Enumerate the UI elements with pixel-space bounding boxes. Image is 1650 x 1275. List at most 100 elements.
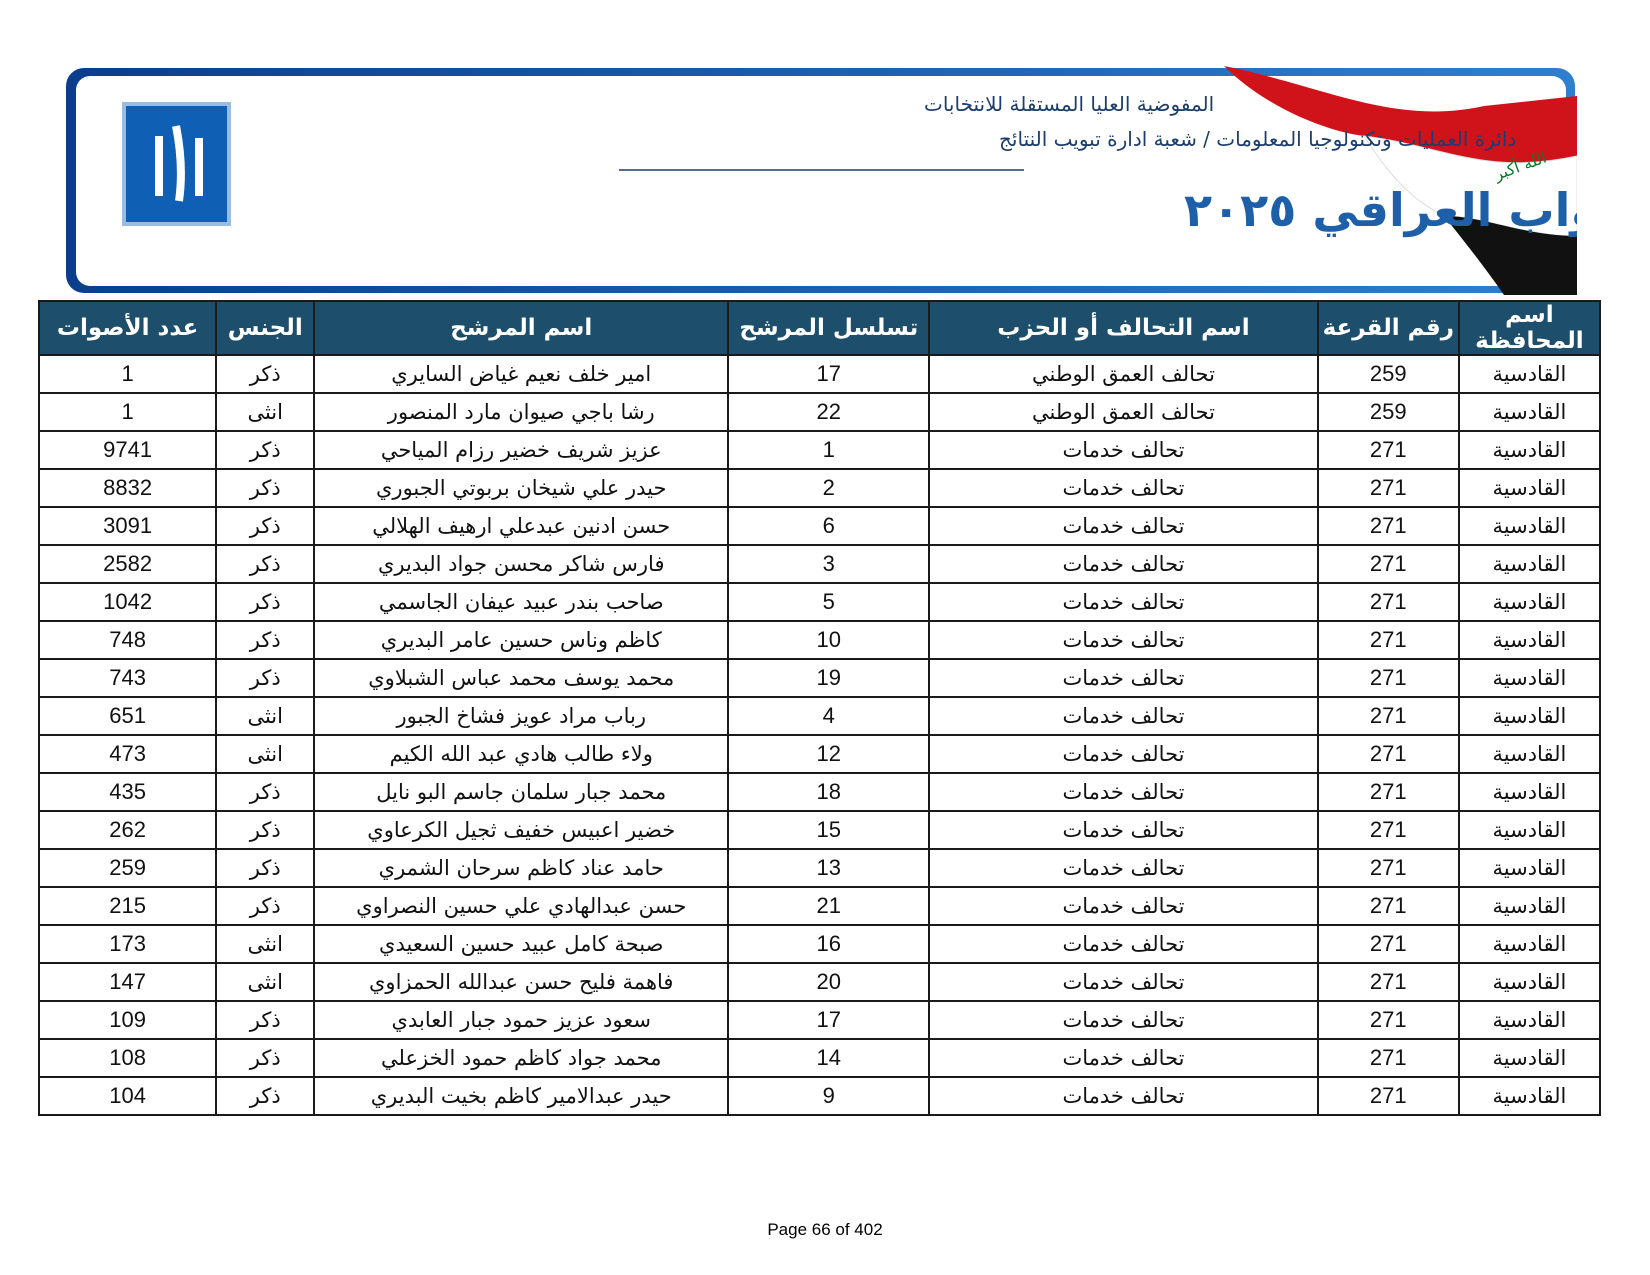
table-cell: صاحب بندر عبيد عيفان الجاسمي	[313, 582, 730, 622]
table-cell: محمد جبار سلمان جاسم البو نايل	[313, 772, 730, 812]
table-cell: 15	[727, 810, 931, 850]
table-cell: 271	[1316, 772, 1460, 812]
table-cell: 173	[37, 924, 218, 964]
table-row: القادسية 259 تحالف العمق الوطني 17 امير خلف …	[37, 354, 1602, 394]
table-cell: حيدر علي شيخان بربوتي الجبوري	[313, 468, 730, 508]
table-cell: تحالف العمق الوطني	[928, 392, 1319, 432]
table-cell: ذكر	[215, 886, 316, 926]
table-cell: 8832	[37, 468, 218, 508]
banner-inner	[76, 76, 1566, 286]
table-cell: القادسية	[1457, 430, 1602, 470]
table-cell: القادسية	[1457, 1038, 1602, 1078]
table-cell: ولاء طالب هادي عبد الله الكيم	[313, 734, 730, 774]
table-cell: تحالف خدمات	[928, 430, 1319, 470]
table-cell: تحالف خدمات	[928, 1076, 1319, 1116]
table-cell: 109	[37, 1000, 218, 1040]
table-cell: 12	[727, 734, 931, 774]
table-cell: 259	[37, 848, 218, 888]
table-cell: القادسية	[1457, 658, 1602, 698]
table-cell: القادسية	[1457, 582, 1602, 622]
banner-title: النتائج الاولية لانتخاب مجلس النواب العر…	[1184, 183, 1577, 237]
column-header: اسم المرشح	[313, 300, 730, 356]
table-cell: 259	[1316, 354, 1460, 394]
table-cell: تحالف خدمات	[928, 1038, 1319, 1078]
table-row: القادسية 271 تحالف خدمات 14 محمد جواد كاظم ح…	[37, 1038, 1602, 1078]
table-row: القادسية 271 تحالف خدمات 17 سعود عزيز حمود ج…	[37, 1000, 1602, 1040]
table-cell: ذكر	[215, 772, 316, 812]
table-cell: 271	[1316, 1076, 1460, 1116]
table-cell: ذكر	[215, 1076, 316, 1116]
table-cell: 16	[727, 924, 931, 964]
table-cell: القادسية	[1457, 544, 1602, 584]
table-cell: تحالف خدمات	[928, 1000, 1319, 1040]
table-cell: ذكر	[215, 582, 316, 622]
column-header: تسلسل المرشح	[727, 300, 931, 356]
table-cell: 271	[1316, 430, 1460, 470]
table-cell: 271	[1316, 886, 1460, 926]
table-cell: تحالف خدمات	[928, 658, 1319, 698]
table-cell: 9741	[37, 430, 218, 470]
table-cell: ذكر	[215, 506, 316, 546]
table-cell: القادسية	[1457, 924, 1602, 964]
table-cell: حيدر عبدالامير كاظم بخيت البديري	[313, 1076, 730, 1116]
table-cell: 473	[37, 734, 218, 774]
table-cell: تحالف خدمات	[928, 544, 1319, 584]
table-cell: حسن ادنين عبدعلي ارهيف الهلالي	[313, 506, 730, 546]
table-cell: 215	[37, 886, 218, 926]
table-cell: فاهمة فليح حسن عبدالله الحمزاوي	[313, 962, 730, 1002]
table-cell: تحالف خدمات	[928, 810, 1319, 850]
table-cell: 271	[1316, 658, 1460, 698]
table-cell: حسن عبدالهادي علي حسين النصراوي	[313, 886, 730, 926]
table-cell: 17	[727, 1000, 931, 1040]
table-cell: تحالف خدمات	[928, 886, 1319, 926]
table-cell: تحالف العمق الوطني	[928, 354, 1319, 394]
table-cell: انثى	[215, 734, 316, 774]
table-cell: 271	[1316, 468, 1460, 508]
table-cell: فارس شاكر محسن جواد البديري	[313, 544, 730, 584]
table-cell: 435	[37, 772, 218, 812]
table-cell: 259	[1316, 392, 1460, 432]
page-number: Page 66 of 402	[767, 1220, 883, 1239]
table-row: القادسية 271 تحالف خدمات 5 صاحب بندر عبيد عي…	[37, 582, 1602, 622]
table-cell: 271	[1316, 962, 1460, 1002]
table-cell: 17	[727, 354, 931, 394]
logo-mark	[155, 125, 203, 202]
table-row: القادسية 271 تحالف خدمات 9 حيدر عبدالامير كا…	[37, 1076, 1602, 1116]
table-cell: انثى	[215, 696, 316, 736]
table-cell: انثى	[215, 924, 316, 964]
table-row: القادسية 271 تحالف خدمات 19 محمد يوسف محمد ع…	[37, 658, 1602, 698]
table-cell: ذكر	[215, 848, 316, 888]
table-row: القادسية 271 تحالف خدمات 18 محمد جبار سلمان …	[37, 772, 1602, 812]
table-cell: القادسية	[1457, 848, 1602, 888]
table-cell: القادسية	[1457, 354, 1602, 394]
banner: الله أكبر المفوضية العليا المستقلة للانت…	[66, 66, 1577, 295]
table-cell: 743	[37, 658, 218, 698]
table-cell: 108	[37, 1038, 218, 1078]
table-cell: 18	[727, 772, 931, 812]
table-row: القادسية 271 تحالف خدمات 13 حامد عناد كاظم س…	[37, 848, 1602, 888]
table-cell: تحالف خدمات	[928, 848, 1319, 888]
table-cell: 1	[37, 392, 218, 432]
table-cell: 1042	[37, 582, 218, 622]
table-row: القادسية 271 تحالف خدمات 16 صبحة كامل عبيد ح…	[37, 924, 1602, 964]
table-cell: ذكر	[215, 354, 316, 394]
table-cell: ذكر	[215, 1038, 316, 1078]
table-cell: 4	[727, 696, 931, 736]
table-cell: امير خلف نعيم غياض السايري	[313, 354, 730, 394]
table-cell: رباب مراد عويز فشاخ الجبور	[313, 696, 730, 736]
table-cell: 271	[1316, 620, 1460, 660]
table-cell: 271	[1316, 544, 1460, 584]
table-cell: تحالف خدمات	[928, 734, 1319, 774]
column-header: عدد الأصوات	[37, 300, 218, 356]
table-cell: خضير اعبيس خفيف ثجيل الكرعاوي	[313, 810, 730, 850]
table-cell: 271	[1316, 696, 1460, 736]
table-cell: 19	[727, 658, 931, 698]
table-cell: تحالف خدمات	[928, 772, 1319, 812]
table-cell: 271	[1316, 582, 1460, 622]
table-cell: 3	[727, 544, 931, 584]
table-cell: كاظم وناس حسين عامر البديري	[313, 620, 730, 660]
table-cell: تحالف خدمات	[928, 468, 1319, 508]
table-cell: القادسية	[1457, 506, 1602, 546]
table-cell: ذكر	[215, 430, 316, 470]
